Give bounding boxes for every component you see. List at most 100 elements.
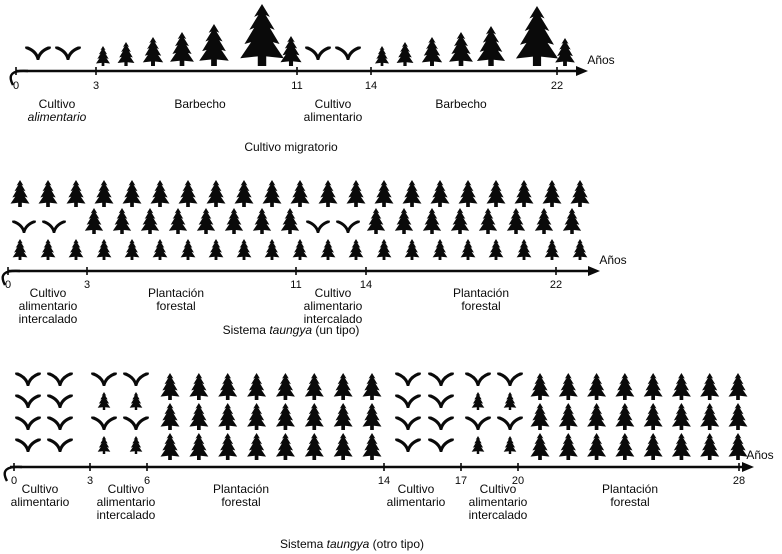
conifer-tree-icon xyxy=(84,208,104,234)
conifer-tree-icon xyxy=(374,180,394,207)
conifer-tree-icon xyxy=(95,46,111,66)
axis-tick-label: 17 xyxy=(455,475,467,487)
conifer-tree-icon xyxy=(189,403,209,430)
period-label-line: alimentario xyxy=(97,495,156,509)
conifer-tree-icon xyxy=(196,208,216,234)
period-label-line: Cultivo xyxy=(30,286,67,300)
conifer-tree-icon xyxy=(700,433,720,460)
conifer-tree-icon xyxy=(671,433,691,460)
timeline-arrowhead-icon xyxy=(576,66,588,76)
conifer-tree-icon xyxy=(333,403,353,430)
conifer-tree-icon xyxy=(570,180,590,207)
conifer-tree-icon xyxy=(140,208,160,234)
conifer-tree-icon xyxy=(252,208,272,234)
crop-plant-icon xyxy=(497,372,523,387)
conifer-tree-icon xyxy=(247,403,267,430)
section-title-suffix: (otro tipo) xyxy=(369,537,424,551)
conifer-tree-icon xyxy=(117,42,135,66)
crop-plant-icon xyxy=(336,220,360,233)
crop-plant-icon xyxy=(395,394,421,409)
section-title: Cultivo migratorio xyxy=(244,140,338,154)
conifer-tree-icon xyxy=(728,433,748,460)
axis-tick-label: 3 xyxy=(93,80,99,92)
period-label-line: alimentario xyxy=(304,110,363,124)
crop-plant-icon xyxy=(123,372,149,387)
axis-years-label: Años xyxy=(599,253,626,267)
period-label-line: intercalado xyxy=(304,312,363,326)
conifer-tree-icon xyxy=(218,433,238,460)
crop-plant-icon xyxy=(15,372,41,387)
conifer-tree-icon xyxy=(292,239,308,260)
conifer-tree-icon xyxy=(430,180,450,207)
period-label-line: Plantación xyxy=(453,286,509,300)
conifer-tree-icon xyxy=(506,208,526,234)
axis-tick-label: 22 xyxy=(551,80,563,92)
axis-tick-label: 6 xyxy=(144,475,150,487)
conifer-tree-icon xyxy=(544,239,560,260)
crop-plant-icon xyxy=(428,416,454,431)
section-title-prefix: Sistema xyxy=(280,537,327,551)
crop-plant-icon xyxy=(306,220,330,233)
conifer-tree-icon xyxy=(129,436,143,454)
crop-plant-icon xyxy=(428,438,454,453)
conifer-tree-icon xyxy=(275,403,295,430)
conifer-tree-icon xyxy=(460,239,476,260)
period-label-line: alimentario xyxy=(304,299,363,313)
conifer-tree-icon xyxy=(199,24,229,66)
conifer-tree-icon xyxy=(142,37,164,66)
conifer-tree-icon xyxy=(304,373,324,400)
conifer-tree-icon xyxy=(262,180,282,207)
axis-tick-label: 11 xyxy=(291,80,302,92)
conifer-tree-icon xyxy=(275,373,295,400)
period-label-line: intercalado xyxy=(97,508,156,522)
conifer-tree-icon xyxy=(558,403,578,430)
crop-plant-icon xyxy=(335,46,361,61)
period-label-line: alimentario xyxy=(11,495,70,509)
conifer-tree-icon xyxy=(478,208,498,234)
conifer-tree-icon xyxy=(503,436,517,454)
conifer-tree-icon xyxy=(534,208,554,234)
conifer-tree-icon xyxy=(304,433,324,460)
conifer-tree-icon xyxy=(486,180,506,207)
conifer-tree-icon xyxy=(318,180,338,207)
conifer-tree-icon xyxy=(404,239,420,260)
conifer-tree-icon xyxy=(530,433,550,460)
period-label-line: intercalado xyxy=(469,508,528,522)
period-label-line: forestal xyxy=(461,299,500,313)
period-label-line: Plantación xyxy=(148,286,204,300)
period-label-line: Cultivo xyxy=(315,286,352,300)
conifer-tree-icon xyxy=(671,373,691,400)
conifer-tree-icon xyxy=(66,180,86,207)
period-label-line: alimentario xyxy=(28,110,87,124)
crop-plant-icon xyxy=(15,394,41,409)
conifer-tree-icon xyxy=(366,208,386,234)
crop-plant-icon xyxy=(428,394,454,409)
axis-tick-label: 22 xyxy=(550,279,562,291)
crop-plant-icon xyxy=(55,46,81,61)
conifer-tree-icon xyxy=(320,239,336,260)
period-label-line: forestal xyxy=(156,299,195,313)
crop-plant-icon xyxy=(91,372,117,387)
conifer-tree-icon xyxy=(422,208,442,234)
period-label-line: Barbecho xyxy=(435,97,487,111)
crop-plant-icon xyxy=(12,220,36,233)
conifer-tree-icon xyxy=(471,392,485,410)
conifer-tree-icon xyxy=(700,403,720,430)
conifer-tree-icon xyxy=(362,403,382,430)
conifer-tree-icon xyxy=(476,26,506,66)
conifer-tree-icon xyxy=(38,180,58,207)
conifer-tree-icon xyxy=(515,6,559,66)
crop-plant-icon xyxy=(395,372,421,387)
section-title-italic: taungya xyxy=(269,323,312,337)
conifer-tree-icon xyxy=(376,239,392,260)
conifer-tree-icon xyxy=(304,403,324,430)
axis-years-label: Años xyxy=(746,448,773,462)
period-label-line: alimentario xyxy=(469,495,528,509)
crop-plant-icon xyxy=(465,372,491,387)
conifer-tree-icon xyxy=(68,239,84,260)
conifer-tree-icon xyxy=(587,433,607,460)
section-title-prefix: Sistema xyxy=(223,323,270,337)
axis-tick-label: 14 xyxy=(378,475,390,487)
period-label-line: Cultivo xyxy=(315,97,352,111)
